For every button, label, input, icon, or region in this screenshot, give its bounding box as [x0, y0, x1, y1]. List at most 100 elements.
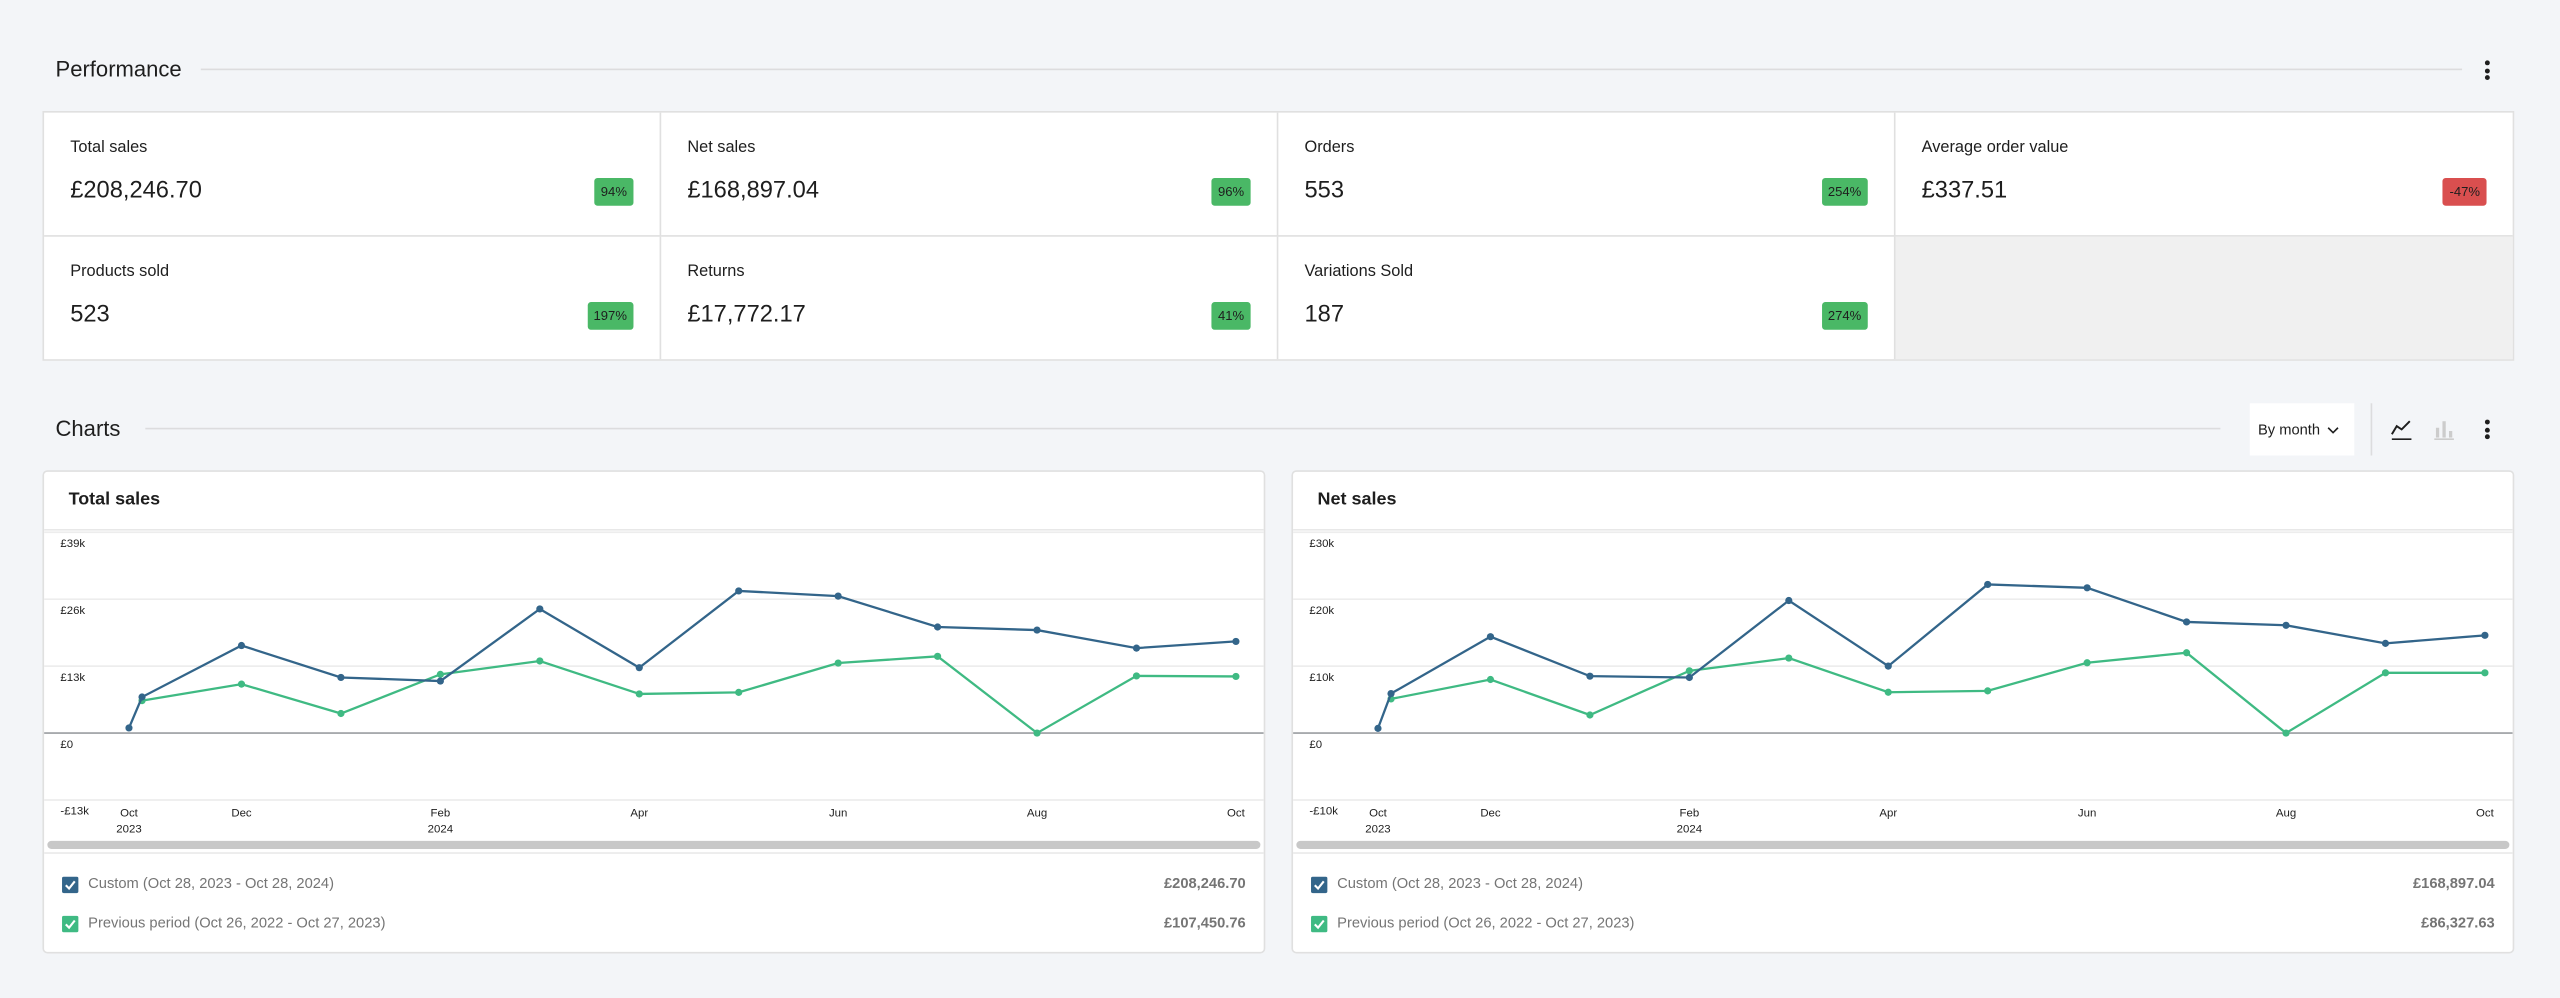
- interval-select[interactable]: By month: [2249, 403, 2355, 456]
- tile-label: Products sold: [70, 262, 170, 281]
- check: [1314, 919, 1325, 930]
- menu-button[interactable]: [2484, 60, 2492, 83]
- legend-name: Custom (Oct 28, 2023 - Oct 28, 2024): [1337, 875, 1583, 892]
- legend-name: Custom (Oct 28, 2023 - Oct 28, 2024): [88, 875, 335, 892]
- data-point: [735, 587, 743, 595]
- data-point: [2282, 621, 2290, 629]
- legend-item[interactable]: Previous period (Oct 26, 2022 - Oct 27, …: [62, 913, 1246, 936]
- empty-tile: [1895, 235, 2513, 360]
- y-tick-label: £30k: [1309, 538, 1334, 550]
- x-tick-label: Oct: [1227, 807, 1246, 819]
- data-point: [834, 659, 842, 667]
- series-line: [141, 655, 1236, 735]
- data-point: [1387, 689, 1395, 698]
- check-mark: [65, 919, 76, 930]
- tile-value: 523: [70, 301, 110, 328]
- summary-tile[interactable]: Net sales £168,897.04 96%: [661, 112, 1279, 236]
- bar-chart-button[interactable]: [2433, 418, 2456, 441]
- data-point: [2481, 669, 2489, 677]
- x-tick-label: Oct: [120, 807, 139, 819]
- legend-checkbox[interactable]: [62, 876, 79, 894]
- x-tick-label: Apr: [630, 807, 648, 819]
- tile-value: £168,897.04: [687, 177, 820, 205]
- legend-total: £86,327.63: [2421, 914, 2495, 931]
- y-tick-label: £26k: [60, 605, 85, 617]
- menu-button[interactable]: [2484, 419, 2492, 443]
- data-point: [237, 641, 246, 650]
- divider: [1293, 528, 2513, 531]
- x-tick-label: Aug: [1027, 807, 1047, 819]
- legend-total: £168,897.04: [2412, 875, 2495, 892]
- summary-tiles: Total sales £208,246.70 94% Net sales £168,8…: [42, 111, 2515, 361]
- data-point: [2182, 649, 2191, 657]
- scrollbar: [47, 840, 1261, 849]
- y-tick-label: £20k: [1309, 605, 1334, 617]
- data-point: [635, 690, 643, 698]
- x-tick-label: Oct: [2476, 807, 2495, 819]
- legend-item[interactable]: Custom (Oct 28, 2023 - Oct 28, 2024) £168…: [1311, 873, 2495, 896]
- data-point: [1785, 596, 1793, 605]
- data-point: [436, 677, 444, 685]
- x-tick-label: Jun: [829, 807, 847, 819]
- legend-item[interactable]: Previous period (Oct 26, 2022 - Oct 27, …: [1311, 913, 2495, 936]
- data-point: [1486, 633, 1495, 641]
- section-title: Charts: [55, 416, 121, 441]
- data-point: [2481, 631, 2489, 639]
- x-tick-label: Apr: [1879, 807, 1897, 819]
- data-point: [138, 693, 146, 701]
- tile-value: £337.51: [1921, 177, 2008, 205]
- x-tick-label: Dec: [1480, 807, 1501, 819]
- divider: [44, 528, 1264, 531]
- legend-checkbox[interactable]: [1311, 915, 1328, 933]
- x-tick-label: Jun: [2078, 807, 2096, 819]
- change-badge: 197%: [586, 301, 634, 329]
- summary-tile[interactable]: Orders 553 254%: [1278, 112, 1896, 236]
- data-point: [1374, 724, 1382, 732]
- legend-item[interactable]: Custom (Oct 28, 2023 - Oct 28, 2024) £208…: [62, 873, 1246, 896]
- x-tick-sublabel: 2023: [116, 824, 141, 836]
- data-point: [1685, 667, 1693, 675]
- legend-checkbox[interactable]: [62, 915, 79, 933]
- summary-tile[interactable]: Total sales £208,246.70 94%: [44, 112, 662, 236]
- summary-tile[interactable]: Average order value £337.51 -47%: [1895, 113, 2513, 236]
- y-tick-label: £0: [1309, 739, 1322, 751]
- data-point: [536, 657, 544, 665]
- data-point: [1984, 687, 1992, 695]
- data-point: [536, 605, 544, 613]
- data-point: [1984, 580, 1992, 589]
- summary-tile[interactable]: Variations Sold 187 274%: [1278, 235, 1896, 360]
- data-point: [2083, 584, 2091, 592]
- data-point: [337, 709, 345, 718]
- series-line: [127, 589, 1237, 729]
- check: [65, 919, 76, 930]
- data-point: [1685, 673, 1693, 682]
- summary-tile[interactable]: Products sold 523 197%: [44, 235, 662, 360]
- x-tick-label: Aug: [2276, 807, 2296, 819]
- chart-title: Net sales: [1317, 489, 1397, 510]
- data-point: [1132, 672, 1141, 680]
- series-line: [1390, 651, 2485, 735]
- data-point: [934, 652, 942, 660]
- summary-tile[interactable]: Returns £17,772.17 41%: [661, 235, 1279, 360]
- line-chart-button[interactable]: [2390, 418, 2413, 441]
- y-tick-label: £39k: [60, 538, 85, 550]
- x-tick-label: Feb: [431, 807, 451, 819]
- data-point: [125, 724, 133, 732]
- legend-checkbox[interactable]: [1311, 876, 1328, 894]
- legend-name: Previous period (Oct 26, 2022 - Oct 27, …: [1337, 914, 1635, 931]
- data-point: [2182, 618, 2191, 626]
- data-point: [1033, 626, 1041, 634]
- data-point: [1785, 654, 1793, 662]
- data-point: [436, 670, 444, 678]
- data-point: [1132, 644, 1141, 652]
- data-point: [934, 623, 942, 631]
- data-point: [1586, 672, 1594, 680]
- chevron: [2327, 427, 2339, 434]
- chart-title: Total sales: [68, 489, 161, 510]
- tile-value: 553: [1304, 177, 1345, 205]
- divider: [200, 68, 2463, 71]
- section-title: Performance: [55, 57, 182, 82]
- x-tick-sublabel: 2024: [428, 824, 454, 836]
- tile-value: 187: [1304, 301, 1345, 328]
